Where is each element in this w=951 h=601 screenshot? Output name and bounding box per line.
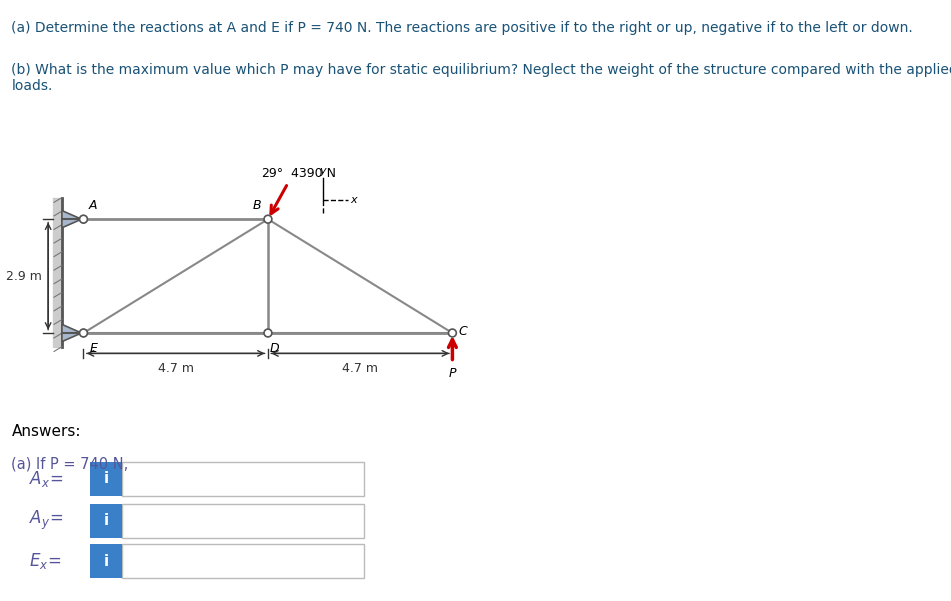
Text: 4.7 m: 4.7 m xyxy=(342,362,378,375)
Text: P: P xyxy=(449,367,456,380)
Text: N: N xyxy=(347,554,359,569)
Text: E: E xyxy=(89,341,97,355)
Text: $E_x\!=$: $E_x\!=$ xyxy=(29,551,61,571)
Text: 4.7 m: 4.7 m xyxy=(158,362,194,375)
Text: N: N xyxy=(347,513,359,528)
Circle shape xyxy=(449,329,456,337)
Text: y: y xyxy=(320,166,326,176)
Text: i: i xyxy=(104,554,108,569)
Circle shape xyxy=(80,216,87,223)
FancyBboxPatch shape xyxy=(90,544,122,578)
FancyBboxPatch shape xyxy=(122,544,364,578)
Text: B: B xyxy=(252,199,261,212)
Text: (a) Determine the reactions at A and E if P = 740 N. The reactions are positive : (a) Determine the reactions at A and E i… xyxy=(11,21,913,35)
Circle shape xyxy=(264,215,272,223)
Circle shape xyxy=(80,329,87,337)
Text: i: i xyxy=(104,513,108,528)
Text: 4390 N: 4390 N xyxy=(291,167,336,180)
Text: C: C xyxy=(458,325,467,338)
Text: N: N xyxy=(347,471,359,486)
Text: Answers:: Answers: xyxy=(11,424,81,439)
Text: i: i xyxy=(104,471,108,486)
FancyBboxPatch shape xyxy=(90,462,122,496)
Text: 2.9 m: 2.9 m xyxy=(7,270,42,282)
Text: D: D xyxy=(270,341,280,355)
Text: $A_y\!=$: $A_y\!=$ xyxy=(29,509,63,532)
Polygon shape xyxy=(62,210,82,228)
Text: x: x xyxy=(350,195,357,204)
FancyBboxPatch shape xyxy=(122,462,364,496)
FancyBboxPatch shape xyxy=(90,504,122,538)
FancyBboxPatch shape xyxy=(122,504,364,538)
Text: $A_x\!=$: $A_x\!=$ xyxy=(29,469,63,489)
Text: 29°: 29° xyxy=(262,167,283,180)
Circle shape xyxy=(264,329,272,337)
Text: (b) What is the maximum value which P may have for static equilibrium? Neglect t: (b) What is the maximum value which P ma… xyxy=(11,63,951,93)
Text: (a) If P = 740 N,: (a) If P = 740 N, xyxy=(11,457,128,472)
Text: A: A xyxy=(88,199,97,212)
Circle shape xyxy=(80,215,87,223)
Polygon shape xyxy=(62,325,82,341)
Circle shape xyxy=(80,329,87,337)
